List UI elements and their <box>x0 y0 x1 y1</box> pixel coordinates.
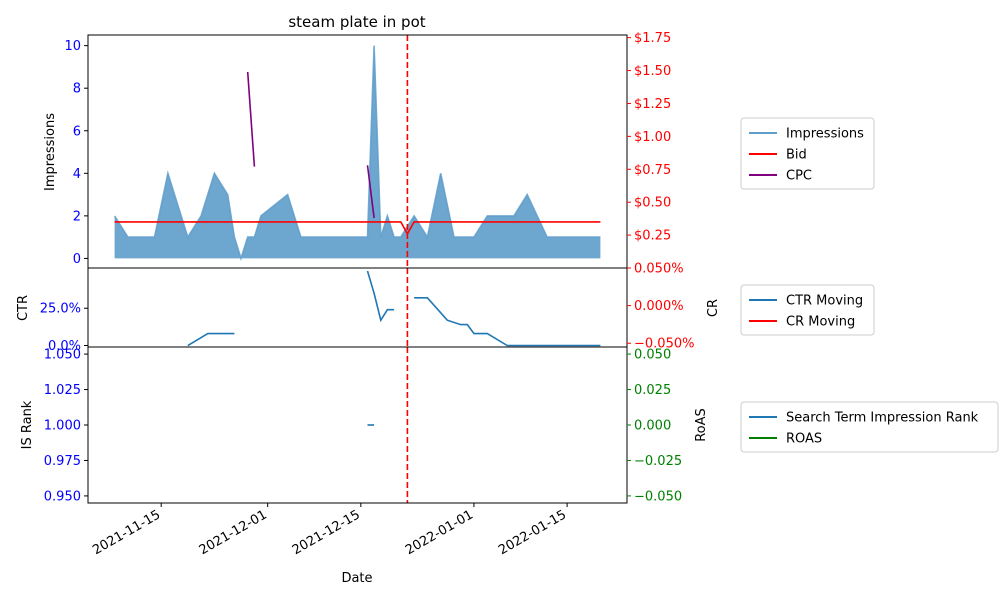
y-tick-label: 0.950 <box>44 489 81 504</box>
y-right-tick-label: −0.050 <box>634 489 682 504</box>
y-tick-label: 10 <box>64 39 81 54</box>
x-tick-label: 2021-12-01 <box>197 507 270 558</box>
plot-layer: 0 2 4 6 8 10 $0.25 $0.50 $0.75 $1.00 $1.25 $1.50 $1.… <box>40 31 999 558</box>
legend-box <box>740 284 875 336</box>
impressions-line <box>113 45 601 262</box>
ctr-axis-label: CTR <box>16 295 31 321</box>
legend-label: Bid <box>786 148 807 163</box>
y-right-tick-label: $1.75 <box>634 31 671 46</box>
x-axis-label: Date <box>341 571 372 586</box>
bid-line <box>114 221 601 236</box>
x-tick-label: 2022-01-01 <box>403 507 476 558</box>
y-right-tick-label: $1.25 <box>634 97 671 112</box>
legend-label: CPC <box>786 169 812 184</box>
y-tick-label: 8 <box>73 82 81 97</box>
legend-label: Search Term Impression Rank <box>786 411 979 426</box>
y-tick-label: 0.0% <box>48 339 81 354</box>
legend-1: Impressions Bid CPC <box>740 117 875 190</box>
axes-frame-2 <box>87 267 628 348</box>
y-tick-label: 1.050 <box>44 348 81 363</box>
y-right-tick-label: 0.000 <box>634 419 671 434</box>
legend-box <box>740 401 999 453</box>
y-right-tick-label: 0.025 <box>634 383 671 398</box>
legend-label: ROAS <box>786 432 822 447</box>
y-tick-label: 0.975 <box>44 454 81 469</box>
y-right-tick-label: −0.025 <box>634 454 682 469</box>
y-right-tick-label: −0.050% <box>634 337 694 352</box>
axes-frame-3 <box>87 346 628 504</box>
x-tick-label: 2022-01-15 <box>496 507 569 558</box>
ctr-moving-line <box>366 270 395 323</box>
y-right-tick-label: $0.25 <box>634 229 671 244</box>
chart-title: steam plate in pot <box>288 13 425 31</box>
impressions-area <box>114 45 601 259</box>
roas-axis-label: RoAS <box>694 408 709 442</box>
cpc-line <box>366 165 375 219</box>
legend-2: CTR Moving CR Moving <box>740 284 875 336</box>
y-tick-label: 4 <box>73 167 81 182</box>
is-rank-axis-label: IS Rank <box>20 400 35 449</box>
cr-axis-label: CR <box>706 299 721 317</box>
ctr-moving-line <box>187 332 235 347</box>
legend-3: Search Term Impression Rank ROAS <box>740 401 999 453</box>
y-right-tick-label: $1.00 <box>634 130 671 145</box>
y-tick-label: 6 <box>73 124 81 139</box>
y-tick-label: 1.000 <box>44 419 81 434</box>
y-right-tick-label: 0.050% <box>634 262 684 277</box>
cpc-line <box>246 71 256 167</box>
legend-label: CTR Moving <box>786 294 863 309</box>
x-tick-label: 2021-11-15 <box>90 507 163 558</box>
y-right-tick-label: 0.000% <box>634 299 684 314</box>
y-right-tick-label: $1.50 <box>634 64 671 79</box>
impressions-axis-label: Impressions <box>43 113 58 191</box>
y-right-tick-label: 0.050 <box>634 348 671 363</box>
legend-label: CR Moving <box>786 315 855 330</box>
y-tick-label: 1.025 <box>44 383 81 398</box>
ctr-moving-line <box>414 297 601 347</box>
y-tick-label: 0 <box>73 252 81 267</box>
y-right-tick-label: $0.75 <box>634 163 671 178</box>
y-tick-label: 2 <box>73 209 81 224</box>
legend-box <box>740 117 875 190</box>
legend-label: Impressions <box>786 127 864 142</box>
x-tick-label: 2021-12-15 <box>290 507 363 558</box>
y-right-tick-label: $0.50 <box>634 196 671 211</box>
y-tick-label: 25.0% <box>40 302 81 317</box>
